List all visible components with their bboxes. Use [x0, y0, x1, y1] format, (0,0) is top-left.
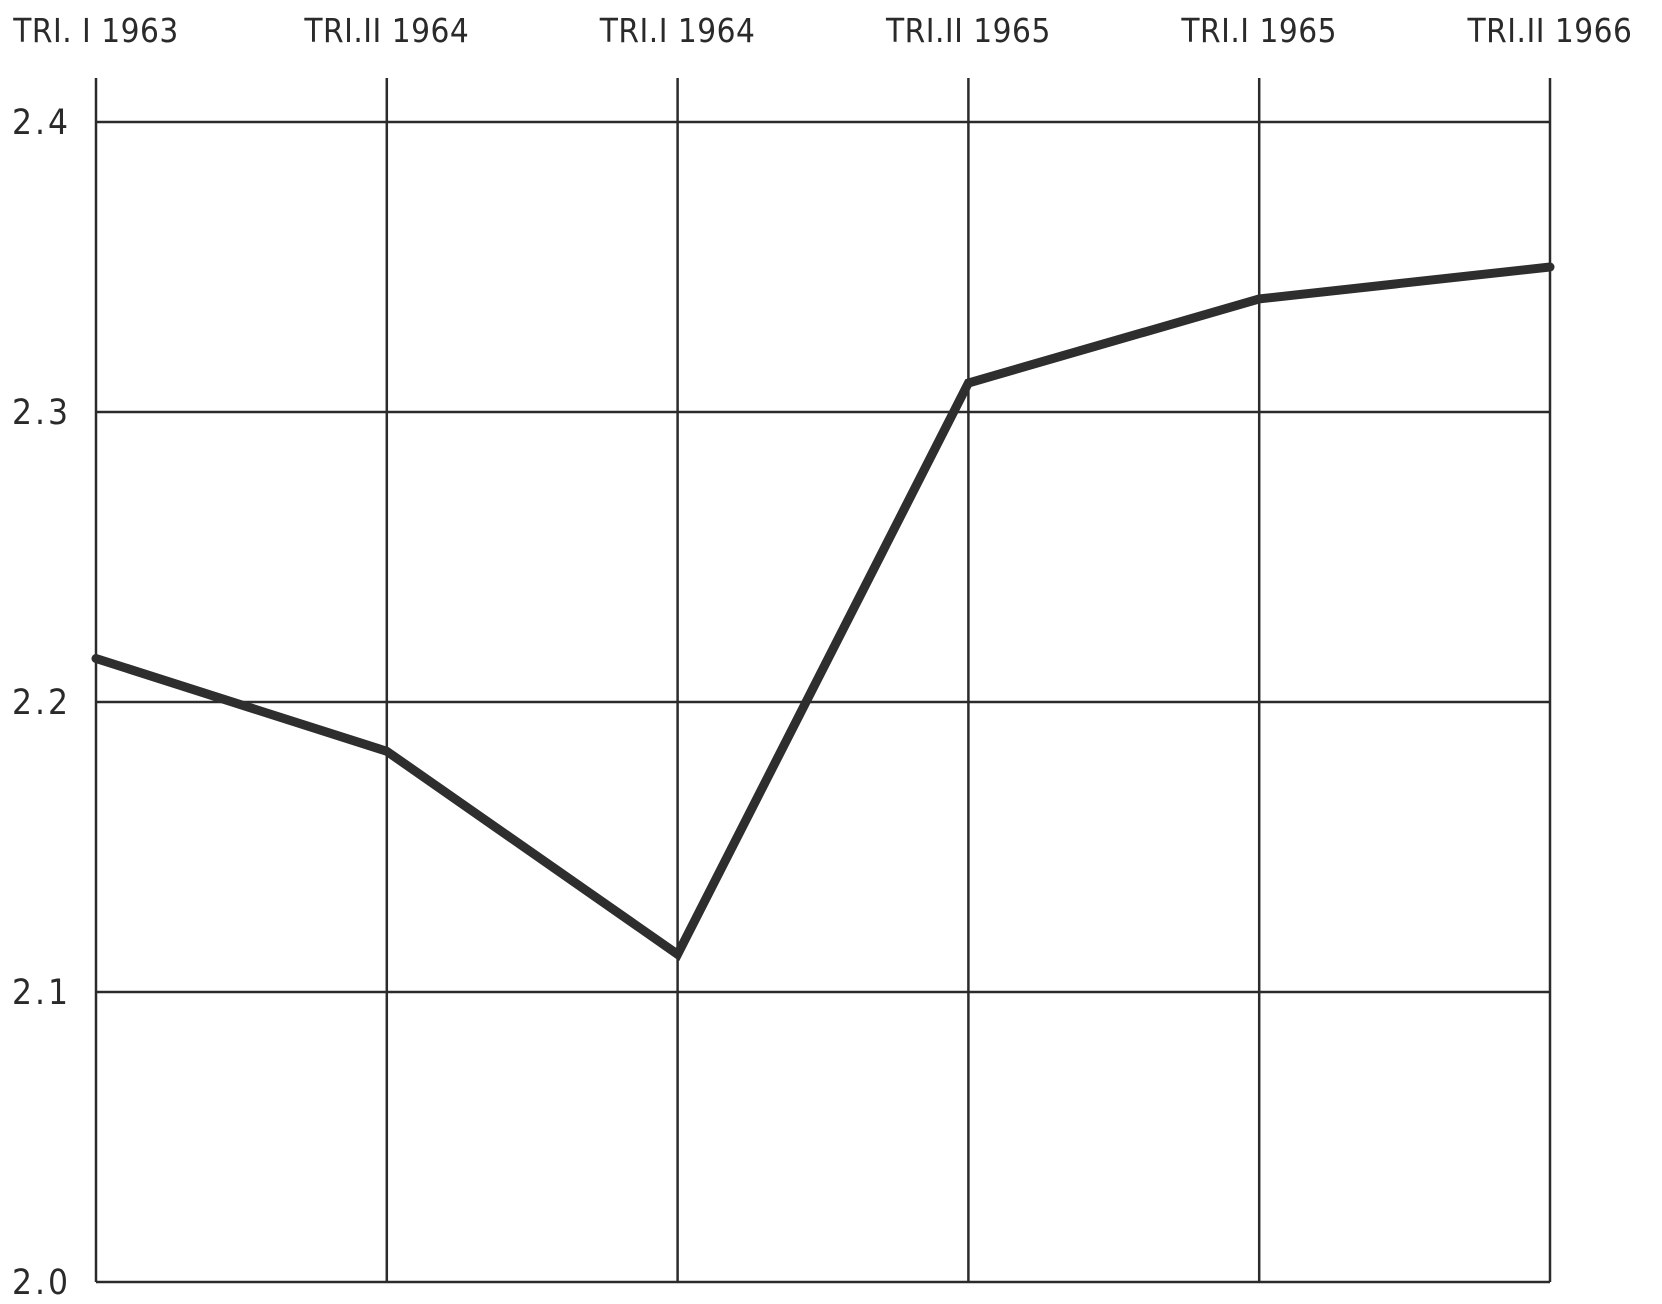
series [91, 262, 1555, 961]
x-axis-tick-labels: TRI. I 1963 TRI.II 1964 TRI.I 1964 TRI.II 1… [12, 11, 1632, 50]
y-tick-label: 2.0 [12, 1263, 71, 1303]
series-line-0 [91, 262, 1555, 961]
grid [94, 78, 1552, 1284]
x-tick-label: TRI.II 1964 [303, 11, 469, 50]
x-tick-label: TRI.I 1965 [1180, 11, 1337, 50]
x-tick-label: TRI.I 1964 [599, 11, 756, 50]
y-tick-label: 2.3 [12, 393, 71, 433]
x-tick-label: TRI. I 1963 [12, 11, 179, 50]
y-tick-label: 2.2 [12, 683, 71, 723]
y-axis-tick-labels: 2.4 2.3 2.2 2.1 2.0 [12, 103, 71, 1303]
x-tick-label: TRI.II 1966 [1467, 11, 1633, 50]
y-tick-label: 2.1 [12, 973, 71, 1013]
y-tick-label: 2.4 [12, 103, 71, 143]
x-tick-label: TRI.II 1965 [885, 11, 1051, 50]
